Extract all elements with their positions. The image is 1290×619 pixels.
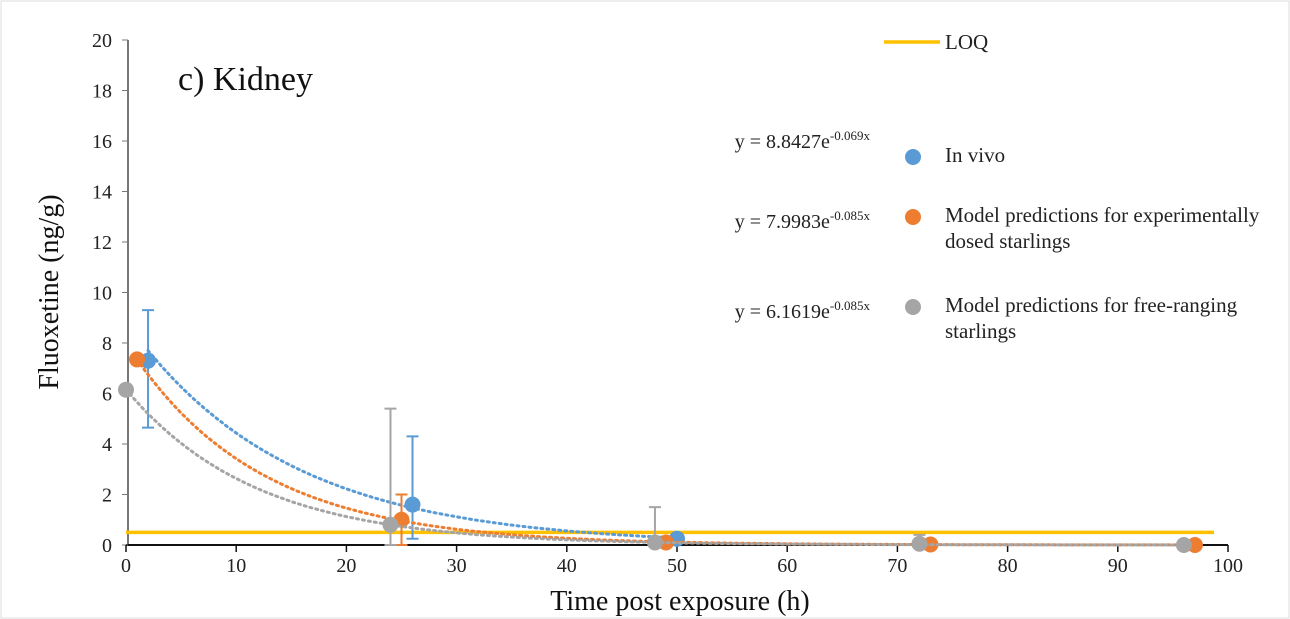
y-tick-label: 20 [92,30,112,52]
legend-label: In vivo [945,143,1006,167]
x-tick-label: 60 [777,555,797,577]
y-tick-label: 6 [102,384,112,406]
y-tick-label: 4 [102,434,112,456]
x-tick-label: 20 [336,555,356,577]
x-tick-label: 0 [121,555,131,577]
point [646,534,663,551]
chart-title: c) Kidney [178,61,313,98]
x-tick-label: 30 [447,555,467,577]
x-tick-label: 80 [998,555,1018,577]
y-tick-label: 8 [102,333,112,355]
x-tick-label: 70 [887,555,907,577]
equation: y = 6.1619e-0.085x [735,298,871,323]
y-tick-label: 16 [92,131,112,153]
y-axis-label: Fluoxetine (ng/g) [34,194,65,389]
equation-exponent: -0.069x [830,128,871,143]
y-tick-label: 12 [92,232,112,254]
equation-base: y = 6.1619e [735,301,830,323]
point [404,496,421,513]
x-tick-label: 100 [1213,555,1243,577]
trendline [135,358,1197,547]
x-tick-label: 40 [557,555,577,577]
point [1175,537,1192,553]
equation-exponent: -0.085x [830,298,871,313]
legend-marker [905,209,921,225]
point [1186,537,1203,553]
error-bar [142,309,155,429]
y-tick-label: 14 [92,182,112,204]
x-tick-label: 10 [226,555,246,577]
legend-label: Model predictions for free-ranging starl… [945,293,1238,343]
y-tick-label: 2 [102,485,112,507]
equation: y = 8.8427e-0.069x [735,128,871,153]
legend-marker [905,299,921,315]
point [118,381,134,398]
point [911,535,928,552]
point [382,516,399,533]
legend-label: Model predictions for experimentally dos… [945,203,1260,253]
equation-base: y = 7.9983e [735,211,830,233]
equation: y = 7.9983e-0.085x [735,208,871,233]
legend-marker [905,149,921,165]
equation-exponent: -0.085x [830,208,871,223]
y-tick-label: 10 [92,283,112,305]
equation-base: y = 8.8427e [735,131,830,153]
legend-label: LOQ [945,30,989,54]
x-axis-label: Time post exposure (h) [550,586,810,617]
point [129,351,146,368]
y-tick-label: 18 [92,81,112,103]
x-tick-label: 50 [667,555,687,577]
y-tick-label: 0 [102,535,112,557]
x-tick-label: 90 [1108,555,1128,577]
